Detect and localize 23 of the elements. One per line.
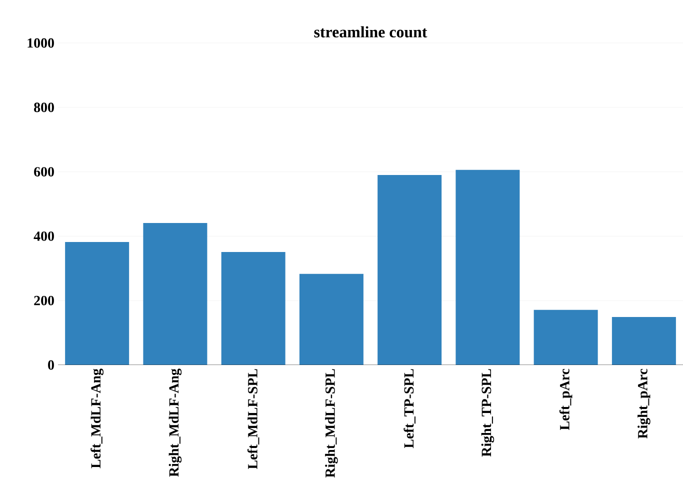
bar [221,252,286,365]
x-tick-label: Left_pArc [559,368,572,430]
x-tick-label: Left_MdLF-SPL [247,369,260,469]
x-tick-label: Right_MdLF-Ang [168,368,182,477]
y-tick-label: 200 [34,296,54,306]
x-tick-label: Left_MdLF-Ang [90,368,104,468]
y-tick-label: 400 [34,231,54,241]
x-tick-label: Left_TP-SPL [404,369,416,448]
y-tick-label: 800 [34,102,54,112]
y-tick-label: 600 [34,167,54,176]
bar [299,274,364,365]
x-tick-label: Right_TP-SPL [481,369,494,457]
bar [65,242,130,365]
chart-title: streamline count [314,26,428,38]
bar [534,310,598,365]
bar [378,175,442,365]
x-tick-label: Right_pArc [638,368,650,439]
bar [456,170,520,365]
y-tick-label: 1000 [28,38,54,48]
bar [143,222,208,365]
bar [612,317,676,365]
y-tick-label: 0 [48,360,54,370]
x-tick-label: Right_MdLF-SPL [325,369,338,478]
